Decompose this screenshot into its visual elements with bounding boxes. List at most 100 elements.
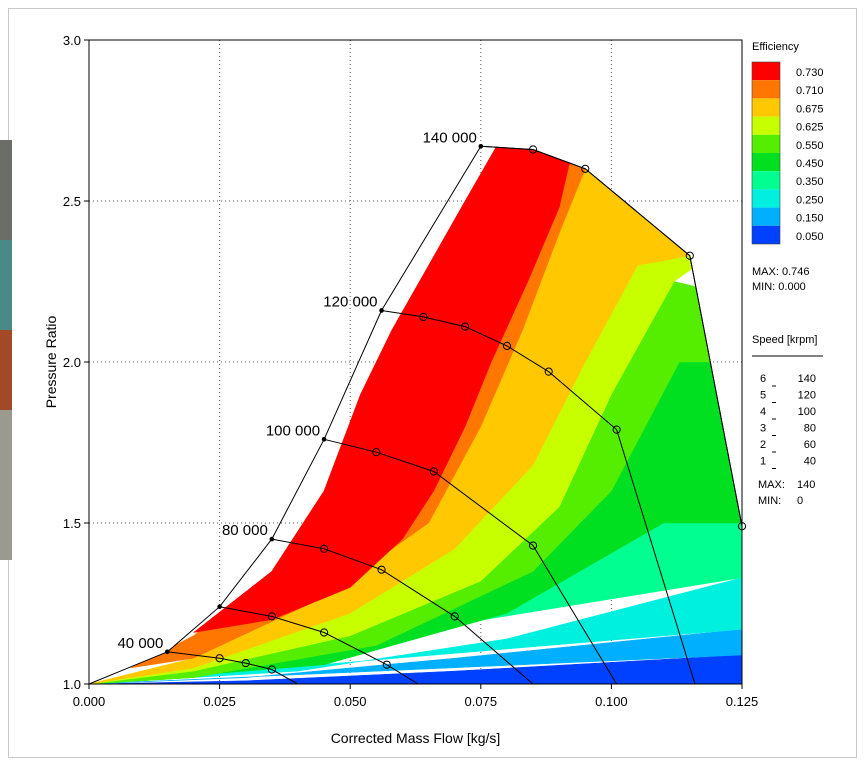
speed-line <box>217 604 419 685</box>
speed-line-point <box>685 251 694 260</box>
speed-legend-index: 2 <box>760 439 766 451</box>
speed-line-point <box>612 425 621 434</box>
efficiency-legend-swatch <box>752 225 780 244</box>
speed-line-point <box>319 628 329 637</box>
y-axis-label: Pressure Ratio <box>43 315 59 408</box>
efficiency-legend-swatch <box>752 134 780 153</box>
speed-line-surge-point <box>165 649 170 655</box>
axis-ticks: 0.000 0.025 0.050 0.075 0.100 0.125 1.0 1.5 2.0 2… <box>63 33 758 709</box>
efficiency-legend-swatch <box>752 189 780 208</box>
speed-line-point <box>372 448 381 457</box>
x-tick-label: 0.025 <box>203 694 236 709</box>
speed-line-label: 120 000 <box>323 293 377 310</box>
speed-legend-value: 120 <box>798 390 816 402</box>
efficiency-legend-min: MIN: 0.000 <box>752 281 806 293</box>
efficiency-legend-value: 0.730 <box>796 67 824 79</box>
speed-line-point <box>502 341 512 350</box>
speed-legend-value: 100 <box>798 406 816 418</box>
speed-legend-min-value: 0 <box>797 495 803 507</box>
speed-legend-value: 60 <box>804 439 816 451</box>
background-photo-strip <box>0 140 12 560</box>
efficiency-band <box>89 577 742 685</box>
speed-legend-min-label: MIN: <box>758 495 781 507</box>
speed-legend-index: 5 <box>760 390 766 402</box>
speed-line-point <box>581 164 590 173</box>
speed-line-point <box>377 565 386 574</box>
speed-line-path <box>219 606 419 685</box>
speed-legend-value: 40 <box>804 456 816 468</box>
efficiency-band <box>89 629 742 685</box>
speed-legend-value: 80 <box>804 423 816 435</box>
efficiency-legend-value: 0.710 <box>796 85 824 97</box>
speed-line-point <box>528 541 538 550</box>
efficiency-legend-max: MAX: 0.746 <box>752 266 809 278</box>
speed-legend-index: 3 <box>760 423 766 435</box>
speed-line: 120 000 <box>323 293 696 685</box>
efficiency-legend-swatch <box>752 116 780 135</box>
speed-legend-index: 4 <box>760 406 766 418</box>
speed-line-point <box>267 612 276 621</box>
speed-line-path <box>271 538 534 685</box>
efficiency-legend-value: 0.250 <box>796 194 824 206</box>
speed-line-point <box>461 322 470 331</box>
speed-legend-max-label: MAX: <box>758 479 785 491</box>
efficiency-legend-value: 0.150 <box>796 213 824 225</box>
speed-line-surge-point <box>478 143 484 149</box>
efficiency-legend-swatch <box>752 207 780 226</box>
plot-area: 40 000 80 000 100 000 120 000 140 000 0.000 0… <box>43 33 758 746</box>
speed-line-path <box>480 145 743 527</box>
speed-line: 80 000 <box>222 522 534 685</box>
x-tick-label: 0.050 <box>334 694 367 709</box>
speed-line-path <box>323 438 618 685</box>
speed-line-label: 40 000 <box>117 635 163 652</box>
y-tick-label: 3.0 <box>63 33 81 48</box>
speed-line-point <box>450 612 459 621</box>
speed-line: 100 000 <box>266 422 618 685</box>
efficiency-legend-swatch <box>752 171 780 190</box>
speed-line-point <box>419 312 428 322</box>
y-tick-label: 1.0 <box>63 677 81 692</box>
speed-line-path <box>167 651 299 685</box>
x-axis-label: Corrected Mass Flow [kg/s] <box>331 730 501 746</box>
speed-legend-title: Speed [krpm] <box>752 334 817 346</box>
x-tick-label: 0.125 <box>726 694 759 709</box>
efficiency-legend-swatch <box>752 80 780 99</box>
speed-line-label: 140 000 <box>423 129 477 146</box>
x-tick-label: 0.000 <box>73 694 106 709</box>
speed-legend-value: 140 <box>798 373 816 385</box>
y-tick-label: 2.0 <box>63 355 81 370</box>
x-tick-label: 0.100 <box>595 694 628 709</box>
efficiency-legend-value: 0.350 <box>796 176 824 188</box>
speed-line-surge-point <box>217 604 222 610</box>
efficiency-legend-swatch <box>752 98 780 117</box>
efficiency-legend-frame <box>751 61 781 245</box>
speed-line: 140 000 <box>423 129 747 531</box>
efficiency-legend-value: 0.050 <box>796 231 824 243</box>
speed-line: 40 000 <box>117 635 299 685</box>
speed-line-surge-point <box>379 308 384 313</box>
speed-line-point <box>528 145 538 154</box>
efficiency-legend: Efficiency 0.730 0.710 0.675 0.625 0.550 0.45… <box>751 41 824 293</box>
efficiency-legend-value: 0.675 <box>796 103 824 115</box>
speed-line-label: 80 000 <box>222 522 268 539</box>
efficiency-legend-value: 0.450 <box>796 158 824 170</box>
speed-line-point <box>319 544 329 553</box>
speed-legend-index: 1 <box>760 456 766 468</box>
speed-legend-max-value: 140 <box>797 479 815 491</box>
efficiency-legend-swatch <box>752 62 780 81</box>
efficiency-legend-swatch <box>752 153 780 172</box>
speed-line-point <box>429 467 438 476</box>
x-tick-label: 0.075 <box>465 694 498 709</box>
efficiency-legend-title: Efficiency <box>752 41 799 53</box>
speed-line-point <box>267 665 276 674</box>
speed-line-surge-point <box>269 536 275 542</box>
speed-line-path <box>381 310 696 685</box>
speed-line-surge-point <box>321 436 327 442</box>
y-tick-label: 1.5 <box>63 516 81 531</box>
speed-line-point <box>382 660 391 669</box>
speed-line-label: 100 000 <box>266 422 320 439</box>
speed-line-point <box>215 654 224 663</box>
